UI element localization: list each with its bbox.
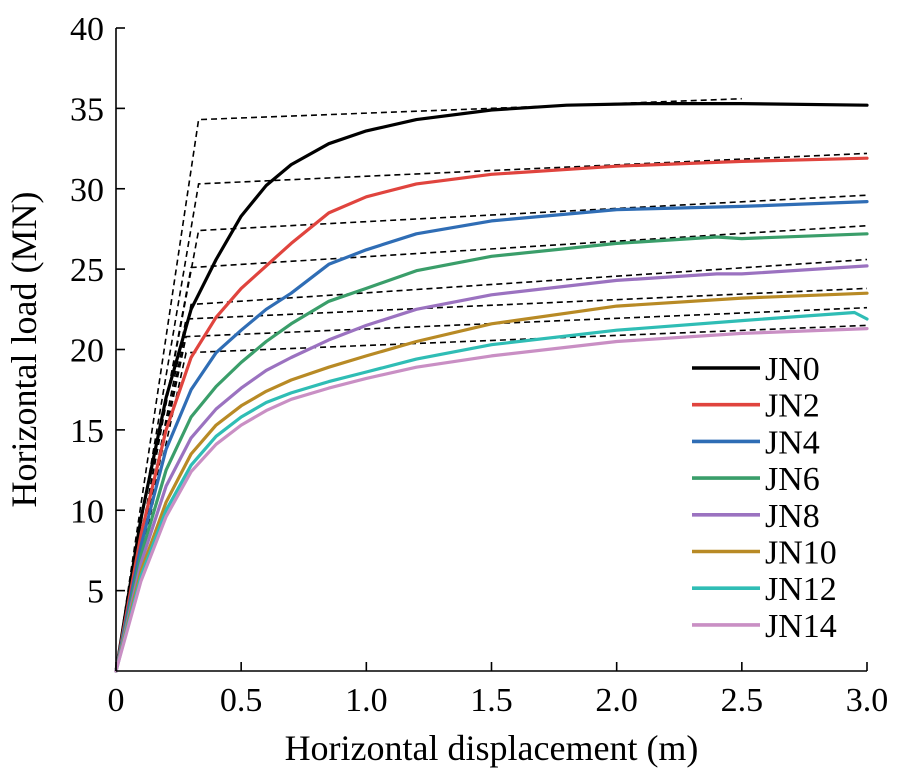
bilinear-fit-jn0 (115, 97, 742, 672)
x-tick-label: 1.0 (345, 682, 388, 719)
legend-label-jn4: JN4 (765, 424, 820, 461)
y-tick-label: 10 (70, 493, 104, 530)
legend-label-jn8: JN8 (765, 498, 820, 535)
bilinear-fit-jn4 (115, 194, 868, 672)
legend-label-jn12: JN12 (765, 571, 837, 608)
y-ticks: 5 10 15 20 25 30 35 40 (70, 11, 125, 611)
legend-label-jn10: JN10 (765, 535, 837, 572)
legend-label-jn6: JN6 (765, 461, 820, 498)
series-line-jn14 (114, 327, 869, 673)
y-tick-label: 35 (70, 91, 104, 128)
bilinear-fit-lines (115, 97, 868, 672)
x-tick-label: 0 (108, 682, 125, 719)
series-lines (114, 101, 869, 673)
series-line-jn12 (114, 310, 869, 673)
x-ticks: 0 0.5 1.0 1.5 2.0 2.5 3.0 (108, 662, 889, 719)
series-line-jn2 (114, 156, 869, 673)
x-tick-label: 2.5 (721, 682, 764, 719)
legend-label-jn14: JN14 (765, 608, 837, 645)
bilinear-fit-jn12 (115, 306, 868, 672)
x-tick-label: 1.5 (470, 682, 513, 719)
legend-label-jn2: JN2 (765, 388, 820, 425)
series-line-jn4 (114, 200, 869, 673)
axes (115, 28, 867, 672)
y-tick-label: 5 (87, 574, 104, 611)
series-line-jn0 (114, 101, 869, 673)
bilinear-fit-jn10 (115, 287, 868, 672)
x-axis-title: Horizontal displacement (m) (285, 728, 699, 768)
y-tick-label: 20 (70, 333, 104, 370)
y-axis-title: Horizontal load (MN) (4, 192, 44, 508)
y-tick-label: 15 (70, 413, 104, 450)
bilinear-fit-jn14 (115, 324, 868, 672)
x-tick-label: 3.0 (846, 682, 889, 719)
legend-label-jn0: JN0 (765, 351, 820, 388)
bilinear-fit-jn2 (115, 152, 868, 672)
series-line-jn10 (114, 291, 869, 673)
series-line-jn8 (114, 264, 869, 673)
x-tick-label: 0.5 (220, 682, 263, 719)
y-tick-label: 40 (70, 11, 104, 48)
series-line-jn6 (114, 232, 869, 673)
bilinear-fit-jn6 (115, 224, 868, 672)
x-tick-label: 2.0 (595, 682, 638, 719)
y-tick-label: 25 (70, 252, 104, 289)
y-tick-label: 30 (70, 172, 104, 209)
